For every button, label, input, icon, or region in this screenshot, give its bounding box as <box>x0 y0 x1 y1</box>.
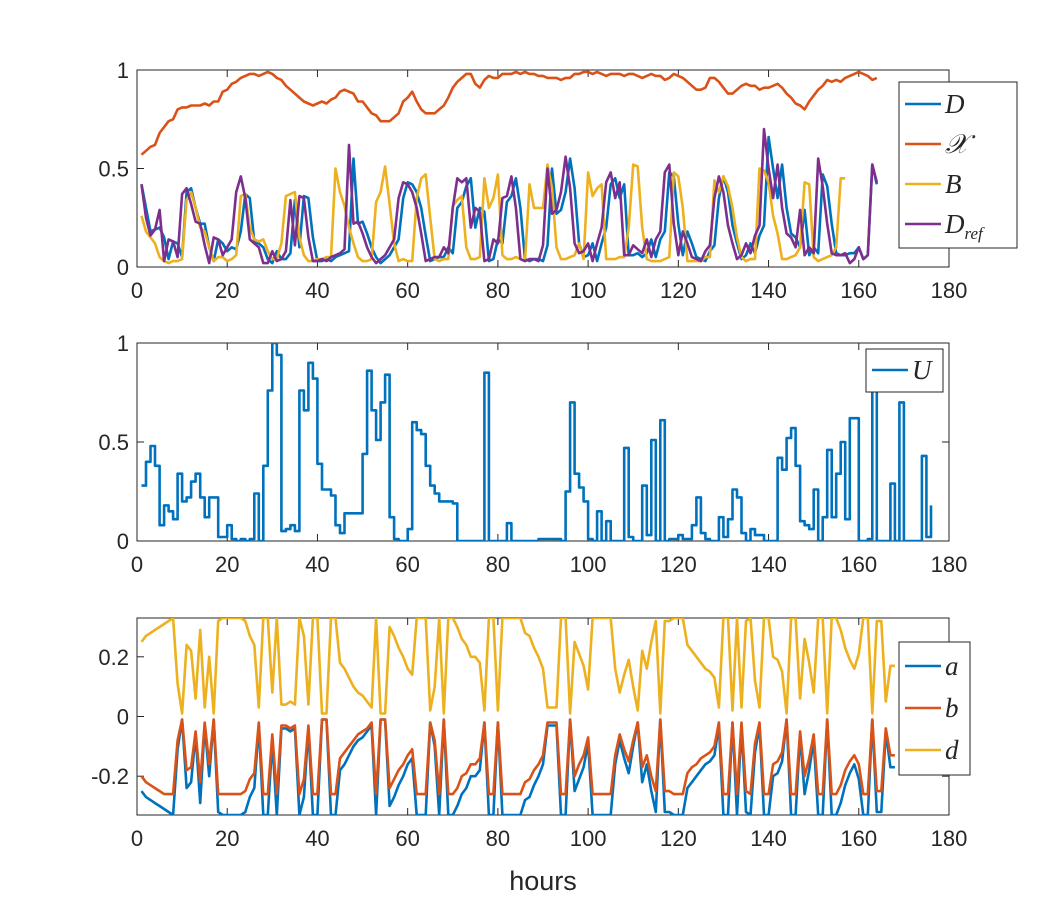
legend-subscript: ref <box>965 224 986 243</box>
chart-panel-3: 0 20 40 60 80 100 120 140 160 180 -0.2 0 0.2 abd <box>91 617 971 851</box>
x-tick-label: 140 <box>750 552 787 577</box>
y-tick-label: -0.2 <box>91 764 129 789</box>
x-tick-label: 20 <box>215 552 239 577</box>
series-line-u <box>141 343 933 541</box>
x-tick-label: 140 <box>750 278 787 303</box>
legend-label-a: a <box>945 651 959 681</box>
y-tick-label: 1 <box>117 331 129 356</box>
series-line-b <box>140 163 846 265</box>
legend-label-u: U <box>912 355 933 385</box>
x-tick-label: 80 <box>486 826 510 851</box>
x-tick-label: 160 <box>840 552 877 577</box>
series-line-dref <box>140 127 879 265</box>
x-tick-label: 100 <box>570 278 607 303</box>
series-line-b <box>140 718 895 796</box>
x-tick-label: 40 <box>305 552 329 577</box>
y-tick-label: 1 <box>117 58 129 83</box>
chart-panel-2: 0 20 40 60 80 100 120 140 160 180 0 0.5 1 U <box>98 331 967 577</box>
x-tick-label: 160 <box>840 826 877 851</box>
x-tick-label: 40 <box>305 278 329 303</box>
x-tick-label: 0 <box>131 552 143 577</box>
legend: abd <box>898 641 971 776</box>
legend-label-d: D <box>944 89 965 119</box>
x-axis-label: hours <box>509 866 577 896</box>
y-tick-label: 0.2 <box>98 645 129 670</box>
y-tick-label: 0.5 <box>98 157 129 182</box>
plot-area <box>140 70 879 265</box>
y-tick-label: 0 <box>117 705 129 730</box>
x-tick-label: 0 <box>131 278 143 303</box>
series-line-a <box>140 718 895 815</box>
legend-label-b: b <box>945 693 959 723</box>
x-tick-label: 180 <box>931 552 968 577</box>
x-tick-label: 180 <box>931 278 968 303</box>
x-tick-label: 120 <box>660 826 697 851</box>
x-tick-label: 100 <box>570 826 607 851</box>
series-line-x <box>140 70 878 156</box>
y-tick-label: 0.5 <box>98 430 129 455</box>
x-tick-label: 180 <box>931 826 968 851</box>
x-tick-label: 0 <box>131 826 143 851</box>
x-tick-label: 80 <box>486 278 510 303</box>
x-tick-label: 60 <box>395 278 419 303</box>
legend: U <box>865 348 944 393</box>
x-tick-label: 100 <box>570 552 607 577</box>
x-tick-label: 60 <box>395 552 419 577</box>
x-tick-label: 20 <box>215 826 239 851</box>
x-tick-label: 160 <box>840 278 877 303</box>
series-line-d <box>140 618 895 715</box>
y-tick-label: 0 <box>117 255 129 280</box>
x-tick-label: 40 <box>305 826 329 851</box>
x-tick-label: 120 <box>660 278 697 303</box>
x-tick-label: 140 <box>750 826 787 851</box>
legend-label-b: B <box>945 169 962 199</box>
x-tick-label: 120 <box>660 552 697 577</box>
x-tick-label: 80 <box>486 552 510 577</box>
legend-box <box>898 81 1018 249</box>
plot-area <box>141 343 933 541</box>
legend-label-d: d <box>945 735 959 765</box>
y-tick-label: 0 <box>117 529 129 554</box>
plot-area <box>140 618 895 815</box>
x-tick-label: 20 <box>215 278 239 303</box>
x-tick-label: 60 <box>395 826 419 851</box>
